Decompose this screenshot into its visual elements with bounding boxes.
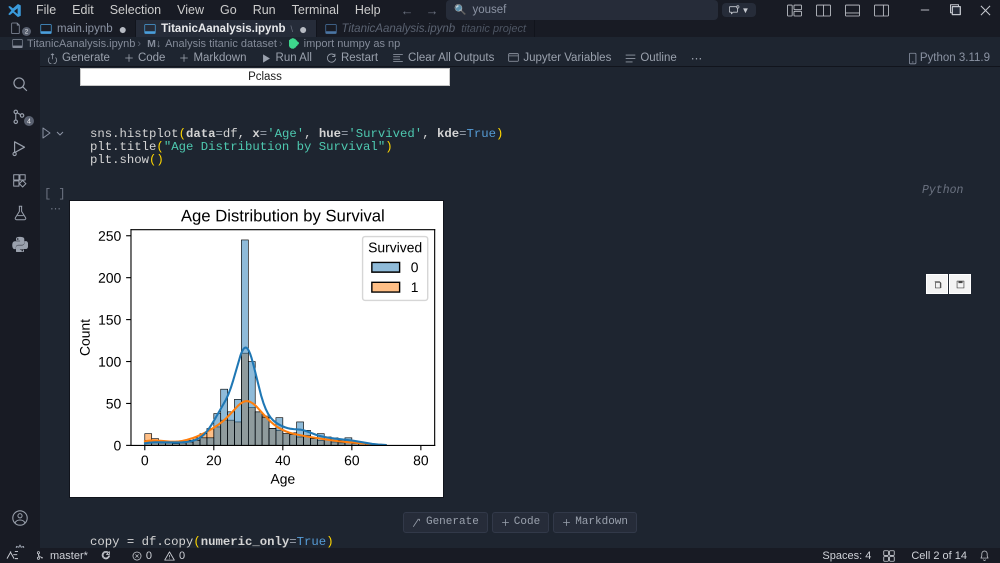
svg-text:2: 2 [25, 29, 29, 36]
svg-text:4: 4 [27, 118, 31, 125]
